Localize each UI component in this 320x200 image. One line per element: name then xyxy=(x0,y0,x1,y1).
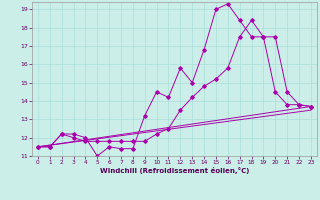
X-axis label: Windchill (Refroidissement éolien,°C): Windchill (Refroidissement éolien,°C) xyxy=(100,167,249,174)
